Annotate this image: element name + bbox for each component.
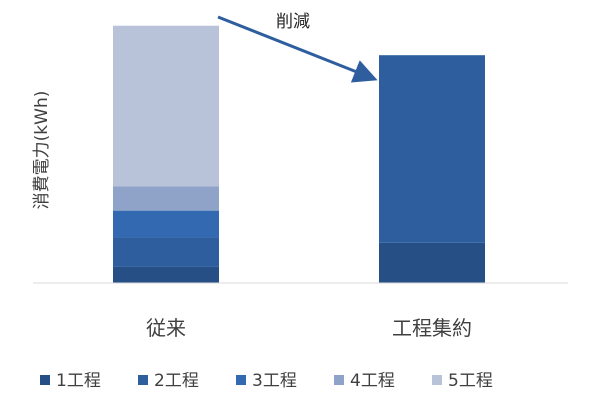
legend-label: 3工程 — [252, 371, 297, 391]
legend-label: 4工程 — [350, 371, 395, 391]
legend-item: 4工程 — [334, 371, 395, 391]
bar-segment — [113, 210, 219, 238]
legend-label: 2工程 — [154, 371, 199, 391]
x-tick-labels: 従来 工程集約 — [146, 316, 472, 340]
x-tick-label: 従来 — [146, 316, 186, 340]
bar-segment — [113, 266, 219, 283]
bar-segment — [379, 242, 485, 283]
bar-segment-combined — [379, 55, 485, 243]
legend-item: 2工程 — [138, 371, 199, 391]
legend-item: 5工程 — [432, 371, 493, 391]
legend-label: 5工程 — [448, 371, 493, 391]
bars-group — [113, 25, 485, 283]
bar-segment — [113, 186, 219, 211]
legend-swatch — [40, 375, 50, 385]
legend-label: 1工程 — [56, 371, 101, 391]
bar-segment — [113, 25, 219, 187]
legend-swatch — [334, 375, 344, 385]
y-axis-label: 消費電力(kWh) — [32, 91, 52, 210]
reduction-arrow — [217, 15, 378, 83]
legend-item: 1工程 — [40, 371, 101, 391]
x-tick-label: 工程集約 — [392, 316, 472, 340]
reduction-label: 削減 — [276, 12, 310, 32]
legend-swatch — [138, 375, 148, 385]
legend: 1工程 2工程 3工程 4工程 5工程 — [40, 371, 493, 391]
legend-swatch — [432, 375, 442, 385]
legend-item: 3工程 — [236, 371, 297, 391]
bar-segment — [113, 237, 219, 267]
legend-swatch — [236, 375, 246, 385]
